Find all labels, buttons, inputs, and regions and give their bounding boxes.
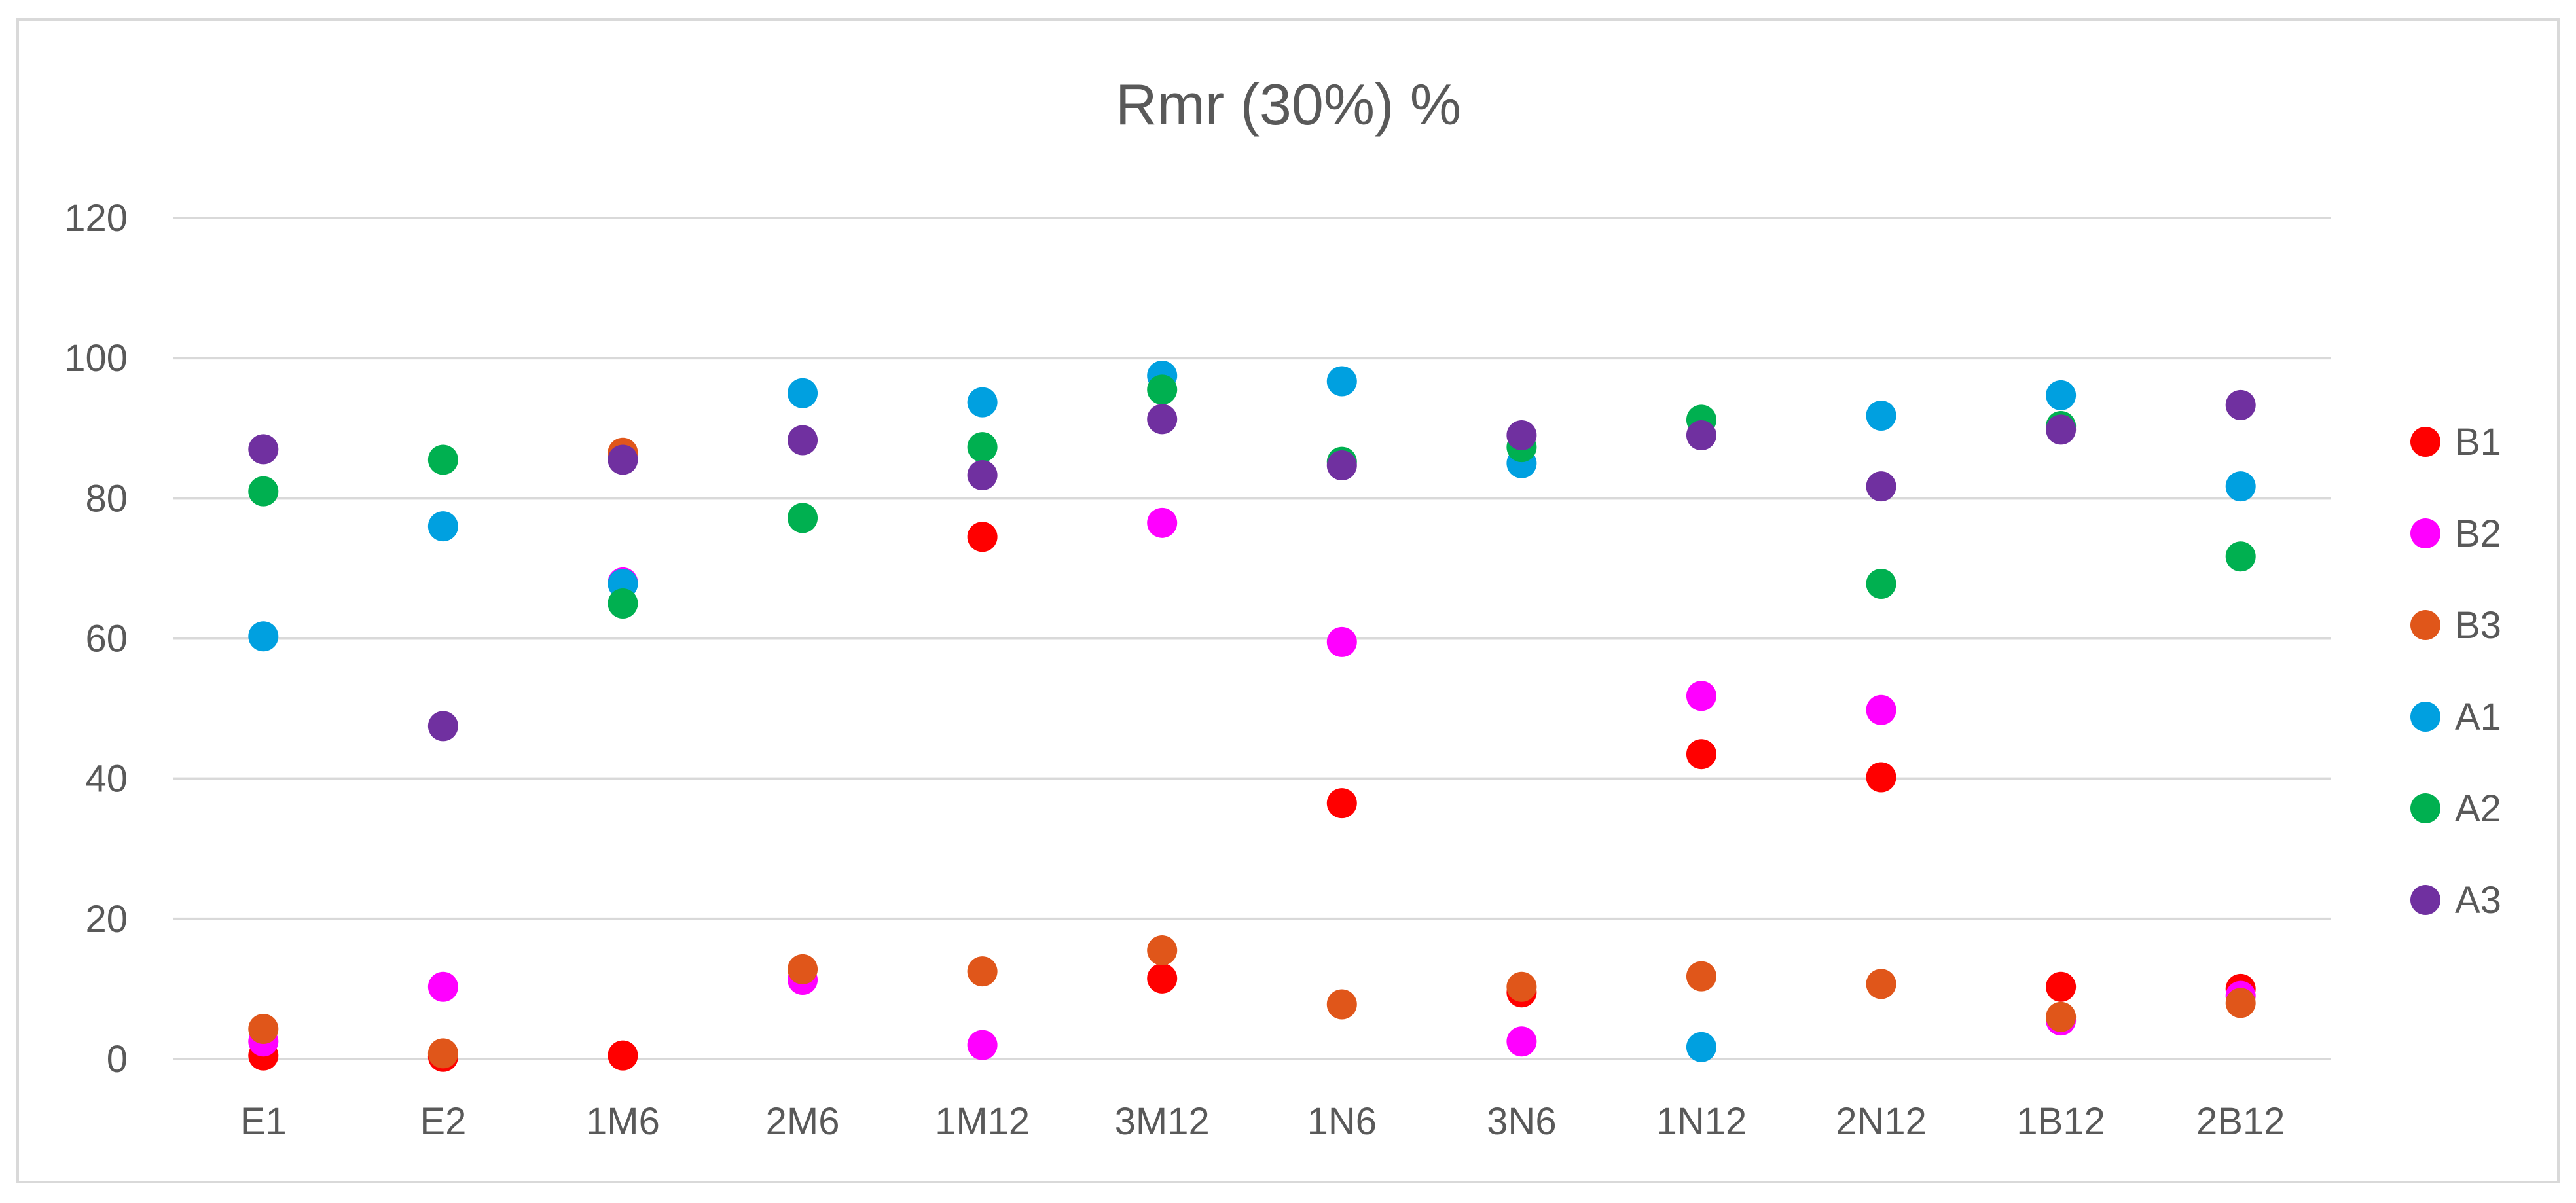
data-point-b3 bbox=[1326, 989, 1357, 1020]
data-point-b3 bbox=[1686, 961, 1716, 992]
x-tick-label: 1N6 bbox=[1307, 1100, 1377, 1143]
data-point-a2 bbox=[248, 476, 279, 507]
data-point-a1 bbox=[1686, 1032, 1716, 1062]
x-tick-label: 2B12 bbox=[2196, 1100, 2285, 1143]
data-point-b3 bbox=[967, 956, 998, 987]
legend-label-a1: A1 bbox=[2455, 696, 2501, 738]
data-point-a1 bbox=[1326, 366, 1357, 397]
data-point-a3 bbox=[608, 444, 638, 475]
x-tick-label: 1M6 bbox=[586, 1100, 660, 1143]
legend-label-b1: B1 bbox=[2455, 421, 2501, 463]
legend-marker-b1 bbox=[2410, 427, 2440, 457]
x-axis-tick-labels: E1 E2 1M6 2M6 1M12 3M12 1N6 3N6 1N12 2N12 1B12 2B12 bbox=[240, 1100, 2285, 1143]
data-point-a3 bbox=[2225, 389, 2256, 420]
data-point-b3 bbox=[248, 1013, 279, 1044]
data-point-a2 bbox=[788, 503, 818, 533]
data-points bbox=[248, 360, 2256, 1072]
x-tick-label: 1M12 bbox=[935, 1100, 1030, 1143]
y-tick-label: 80 bbox=[85, 477, 128, 520]
data-point-b3 bbox=[1147, 935, 1178, 966]
data-point-b1 bbox=[1326, 788, 1357, 819]
legend-label-b3: B3 bbox=[2455, 604, 2501, 647]
x-tick-label: E1 bbox=[240, 1100, 287, 1143]
data-point-a3 bbox=[788, 425, 818, 456]
data-point-b2 bbox=[427, 971, 458, 1002]
data-point-b3 bbox=[427, 1038, 458, 1069]
legend-label-b2: B2 bbox=[2455, 512, 2501, 555]
data-point-b3 bbox=[1506, 971, 1537, 1002]
x-tick-label: E2 bbox=[420, 1100, 466, 1143]
data-point-b2 bbox=[1326, 626, 1357, 657]
legend: B1 B2 B3 A1 A2 A3 bbox=[2410, 421, 2501, 922]
y-tick-label: 120 bbox=[64, 197, 128, 240]
data-point-b3 bbox=[1866, 969, 1896, 999]
data-point-b1 bbox=[608, 1040, 638, 1071]
data-point-b1 bbox=[1686, 739, 1716, 770]
data-point-b3 bbox=[788, 954, 818, 984]
x-tick-label: 3M12 bbox=[1115, 1100, 1210, 1143]
data-point-b2 bbox=[1506, 1026, 1537, 1057]
y-tick-label: 0 bbox=[107, 1038, 128, 1081]
data-point-a3 bbox=[427, 711, 458, 742]
legend-marker-a1 bbox=[2410, 702, 2440, 732]
legend-label-a2: A2 bbox=[2455, 787, 2501, 830]
data-point-b1 bbox=[2046, 971, 2077, 1002]
data-point-a3 bbox=[1326, 450, 1357, 481]
x-tick-label: 1B12 bbox=[2016, 1100, 2105, 1143]
data-point-b3 bbox=[2046, 1001, 2077, 1032]
legend-marker-a2 bbox=[2410, 793, 2440, 823]
data-point-a1 bbox=[2046, 380, 2077, 410]
y-tick-label: 100 bbox=[64, 337, 128, 380]
data-point-b2 bbox=[1147, 507, 1178, 538]
chart-title: Rmr (30%) % bbox=[1116, 72, 1461, 137]
legend-label-a3: A3 bbox=[2455, 879, 2501, 922]
data-point-a2 bbox=[1147, 374, 1178, 405]
data-point-a3 bbox=[248, 434, 279, 465]
data-point-a2 bbox=[608, 588, 638, 619]
x-tick-label: 1N12 bbox=[1656, 1100, 1747, 1143]
legend-marker-a3 bbox=[2410, 885, 2440, 915]
y-tick-label: 40 bbox=[85, 758, 128, 800]
data-point-b2 bbox=[1866, 694, 1896, 725]
x-tick-label: 3N6 bbox=[1487, 1100, 1556, 1143]
data-point-a2 bbox=[1866, 568, 1896, 599]
data-point-a1 bbox=[967, 387, 998, 418]
data-point-a3 bbox=[1686, 420, 1716, 450]
legend-marker-b2 bbox=[2410, 518, 2440, 548]
x-tick-label: 2N12 bbox=[1836, 1100, 1927, 1143]
data-point-a3 bbox=[967, 459, 998, 490]
data-point-a3 bbox=[1506, 420, 1537, 450]
data-point-b2 bbox=[967, 1030, 998, 1060]
data-point-b1 bbox=[967, 522, 998, 552]
data-point-b1 bbox=[1147, 963, 1178, 994]
data-point-a1 bbox=[248, 621, 279, 652]
y-tick-label: 20 bbox=[85, 898, 128, 941]
data-point-b1 bbox=[1866, 762, 1896, 793]
data-point-a3 bbox=[2046, 414, 2077, 445]
y-axis-tick-labels: 0 20 40 60 80 100 120 bbox=[64, 197, 128, 1081]
data-point-a2 bbox=[427, 444, 458, 475]
data-point-a2 bbox=[967, 432, 998, 463]
data-point-b2 bbox=[1686, 681, 1716, 711]
data-point-a3 bbox=[1866, 471, 1896, 502]
gridlines bbox=[173, 217, 2331, 1060]
data-point-a2 bbox=[2225, 541, 2256, 572]
y-tick-label: 60 bbox=[85, 618, 128, 660]
data-point-a1 bbox=[1866, 400, 1896, 431]
data-point-b3 bbox=[2225, 988, 2256, 1018]
data-point-a3 bbox=[1147, 404, 1178, 435]
legend-marker-b3 bbox=[2410, 610, 2440, 640]
x-tick-label: 2M6 bbox=[766, 1100, 840, 1143]
data-point-a1 bbox=[788, 378, 818, 408]
data-point-a1 bbox=[2225, 471, 2256, 502]
data-point-a1 bbox=[427, 511, 458, 542]
